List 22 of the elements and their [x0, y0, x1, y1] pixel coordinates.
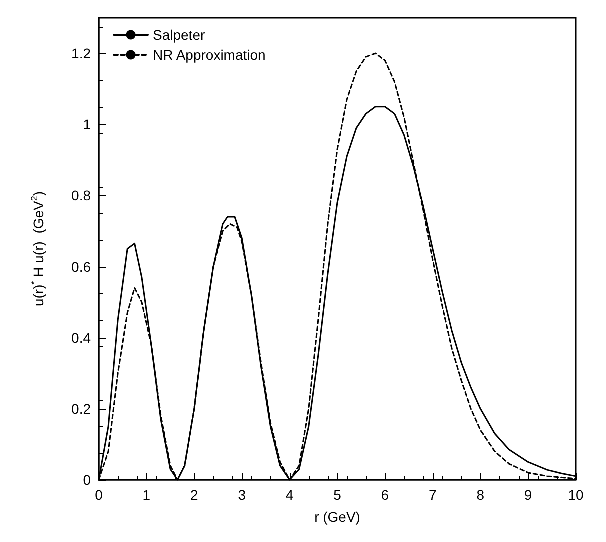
y-tick-label: 0.6 [72, 258, 92, 275]
y-tick-label: 1 [83, 116, 92, 133]
y-tick-label: 0 [83, 472, 92, 488]
legend-label: NR Approximation [153, 47, 266, 63]
x-tick-label: 1 [142, 487, 151, 503]
x-tick-label: 9 [524, 487, 532, 503]
legend-label: Salpeter [153, 27, 206, 43]
x-tick-label: 2 [190, 487, 198, 503]
x-tick-label: 0 [95, 487, 104, 503]
x-tick-label: 10 [568, 487, 584, 503]
y-tick-label: 0.4 [72, 330, 92, 346]
y-tick-label: 0.2 [72, 400, 92, 417]
x-tick-label: 6 [381, 487, 390, 503]
x-tick-label: 5 [334, 487, 342, 503]
x-tick-label: 3 [238, 487, 246, 503]
x-tick-label: 8 [476, 487, 485, 503]
x-tick-label: 4 [286, 487, 294, 503]
y-tick-label: 0.8 [72, 188, 92, 204]
x-tick-label: 7 [429, 487, 437, 503]
y-axis-title: u(r)* H u(r) (GeV2) [30, 191, 46, 307]
x-axis-title: r (GeV) [314, 509, 360, 525]
y-tick-label: 1.2 [72, 46, 92, 62]
